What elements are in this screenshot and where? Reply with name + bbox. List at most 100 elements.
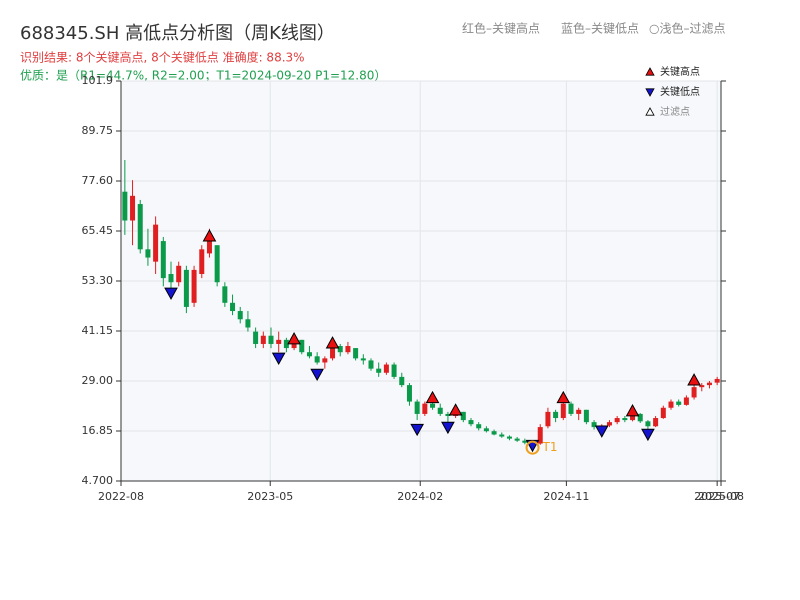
candle-body (376, 368, 382, 373)
key-point-marker (271, 352, 286, 365)
candle-body (230, 302, 236, 312)
candle-body (537, 427, 543, 444)
candle-body (637, 413, 643, 422)
candle-body (653, 418, 659, 427)
candle-body (476, 424, 482, 429)
candle-body (199, 249, 205, 275)
key-point-marker (625, 404, 640, 417)
candle-body (576, 409, 582, 414)
candle-body (630, 413, 636, 421)
candle-body (445, 413, 451, 416)
candle-body (299, 339, 305, 353)
candle-body (676, 401, 682, 405)
candle-body (483, 428, 489, 432)
candle-body (468, 420, 474, 425)
candle-body (606, 422, 612, 426)
legend-marker (645, 88, 655, 97)
candle-body (591, 422, 597, 428)
candle-body (699, 385, 705, 388)
candle-body (145, 249, 151, 258)
candle-body (491, 431, 497, 435)
annotation-label: T1 (542, 440, 558, 454)
candle-body (391, 364, 397, 377)
y-tick-label: 89.75 (82, 124, 114, 137)
candle-body (268, 335, 274, 344)
candle-body (553, 411, 559, 419)
candle-body (522, 440, 528, 443)
key-point-marker (594, 425, 609, 438)
candle-body (414, 401, 420, 414)
key-point-marker (164, 287, 178, 300)
candle-body (691, 387, 697, 398)
candle-body (160, 241, 166, 279)
candle-body (368, 360, 374, 369)
x-tick-label: 2025-07 (694, 490, 740, 503)
candle-body (330, 346, 336, 359)
legend-marker (645, 67, 655, 76)
legend-marker (645, 107, 655, 116)
candle-body (406, 385, 412, 402)
y-tick-label: 53.30 (82, 274, 114, 287)
y-tick-label: 29.00 (82, 374, 114, 387)
candle-body (191, 269, 197, 303)
candle-body (422, 403, 428, 414)
candle-body (645, 421, 651, 427)
key-point-marker (556, 390, 571, 404)
candle-body (514, 438, 520, 441)
candle-body (568, 403, 574, 414)
candle-body (153, 224, 159, 262)
key-point-marker (687, 373, 701, 386)
candle-body (237, 311, 243, 320)
candle-body (206, 236, 212, 254)
candle-body (283, 339, 289, 349)
candle-body (437, 407, 443, 414)
y-tick-label: 101.9 (82, 74, 114, 87)
key-point-marker (287, 331, 301, 345)
header-legend: 蓝色–关键低点 (561, 22, 639, 36)
x-tick-label: 2025-08 (698, 490, 744, 503)
x-tick-label: 2024-11 (543, 490, 589, 503)
candle-body (353, 348, 359, 359)
key-point-marker (202, 229, 217, 242)
candle-body (660, 407, 666, 419)
candle-body (683, 397, 689, 405)
key-point-marker (425, 390, 440, 404)
candle-body (583, 409, 589, 423)
key-point-marker (410, 423, 425, 437)
x-tick-label: 2022-08 (98, 490, 144, 503)
candle-body (706, 382, 712, 386)
candle-body (337, 346, 343, 353)
header-legend: ○浅色–过滤点 (649, 22, 725, 36)
candle-body (545, 411, 551, 427)
candle-body (260, 335, 266, 344)
candle-body (168, 274, 174, 283)
candle-body (430, 403, 436, 408)
candle-body (460, 411, 466, 421)
candle-body (314, 356, 320, 363)
candle-body (383, 364, 389, 373)
header-legend: 红色–关键高点 (462, 21, 540, 36)
x-tick-label: 2023-05 (247, 490, 293, 503)
candle-body (668, 401, 674, 408)
candle-body (214, 245, 220, 283)
y-tick-label: 16.85 (82, 424, 114, 437)
candle-body (360, 358, 366, 361)
subtitle: 识别结果: 8个关键高点, 8个关键低点 准确度: 88.3% (20, 50, 305, 65)
key-point-marker (448, 403, 463, 416)
candle-body (506, 436, 512, 439)
key-point-marker (310, 368, 325, 382)
y-tick-label: 4.700 (82, 474, 114, 487)
candle-body (714, 378, 720, 383)
candle-body (122, 191, 128, 221)
candle-body (560, 403, 566, 419)
candle-body (245, 319, 251, 328)
candle-body (622, 418, 628, 421)
key-point-marker (641, 428, 655, 442)
y-tick-label: 65.45 (82, 224, 114, 237)
candle-body (253, 331, 259, 344)
key-point-marker (441, 421, 455, 435)
key-point-marker (325, 336, 340, 349)
candle-body (614, 418, 620, 423)
legend-label: 关键高点 (660, 65, 700, 78)
